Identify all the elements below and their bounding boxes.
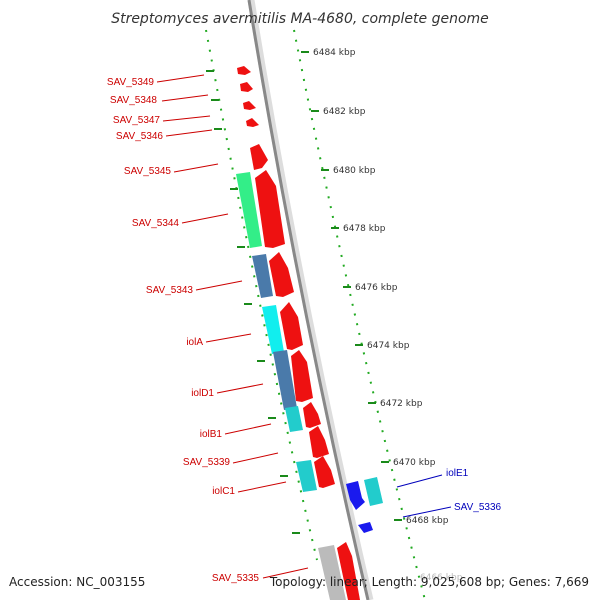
gene-label[interactable]: iolC1: [212, 486, 235, 497]
label-leaders-right: [396, 474, 452, 518]
tick-label: 6482 kbp: [323, 107, 366, 117]
gene-arrow-sav5339[interactable]: [309, 426, 329, 458]
gene-arrow-sav5343[interactable]: [269, 252, 294, 297]
gene-label[interactable]: SAV_5348: [110, 95, 158, 106]
gene-arrow-iola[interactable]: [280, 302, 303, 350]
gene-label[interactable]: SAV_5336: [454, 502, 502, 513]
gene-arrow-sav5336[interactable]: [358, 522, 373, 533]
gene-labels-right: iolE1 SAV_5336: [446, 468, 502, 513]
summary-text: Topology: linear; Length: 9,025,608 bp; …: [269, 575, 589, 589]
gene-arrow-iole1[interactable]: [346, 481, 365, 510]
gene-arrow-iold1[interactable]: [291, 350, 313, 402]
gene-block-iolc1[interactable]: [296, 460, 317, 492]
gene-label[interactable]: SAV_5344: [132, 218, 180, 229]
gene-block-iolb1[interactable]: [285, 406, 303, 432]
scale-tick-labels: 6484 kbp 6482 kbp 6480 kbp 6478 kbp 6476…: [313, 48, 463, 583]
gene-arrow-sav5347[interactable]: [243, 101, 256, 110]
tick-label: 6478 kbp: [343, 224, 386, 234]
gene-arrow-sav5346[interactable]: [246, 118, 259, 127]
gene-features-top: [237, 66, 268, 170]
page-title: Streptomyces avermitilis MA-4680, comple…: [111, 11, 489, 27]
tick-label: 6468 kbp: [406, 516, 449, 526]
gene-label[interactable]: SAV_5335: [212, 573, 260, 584]
gene-label[interactable]: SAV_5349: [107, 77, 155, 88]
gene-label[interactable]: SAV_5343: [146, 285, 194, 296]
gene-labels-left: SAV_5349 SAV_5348 SAV_5347 SAV_5346 SAV_…: [107, 77, 260, 584]
gene-block-gray[interactable]: [318, 545, 346, 600]
tick-label: 6474 kbp: [367, 341, 410, 351]
gene-label[interactable]: iolE1: [446, 468, 469, 479]
gene-label[interactable]: iolB1: [200, 429, 223, 440]
gene-block-green[interactable]: [236, 172, 262, 248]
gene-label[interactable]: SAV_5339: [183, 457, 231, 468]
gene-arrow-sav5345[interactable]: [250, 144, 268, 170]
gene-label[interactable]: iolD1: [191, 388, 214, 399]
gene-arrow-sav5335[interactable]: [337, 542, 360, 600]
tick-label: 6476 kbp: [355, 283, 398, 293]
gene-label[interactable]: iolA: [186, 337, 203, 348]
gene-label[interactable]: SAV_5345: [124, 166, 172, 177]
gene-block-steel[interactable]: [252, 254, 273, 298]
tick-label: 6480 kbp: [333, 166, 376, 176]
tick-label: 6470 kbp: [393, 458, 436, 468]
gene-block-iola[interactable]: [262, 305, 284, 354]
tick-label: 6484 kbp: [313, 48, 356, 58]
scale-ticks: [301, 51, 402, 521]
backbone-shadow: [247, 0, 374, 600]
accession-text: Accession: NC_003155: [9, 575, 145, 589]
gene-arrow-sav5348[interactable]: [240, 82, 253, 92]
label-leaders: [156, 74, 309, 579]
gene-arrow-iolc1[interactable]: [314, 456, 335, 488]
gene-arrow-sav5344[interactable]: [255, 170, 285, 248]
inner-major-ticks: [206, 70, 300, 534]
gene-block-iole1[interactable]: [364, 477, 383, 506]
tick-label: 6466 kbp: [420, 573, 463, 583]
gene-label[interactable]: SAV_5347: [113, 115, 161, 126]
gene-label[interactable]: SAV_5346: [116, 131, 164, 142]
gene-block-iold1[interactable]: [273, 350, 297, 410]
gene-arrow-sav5349[interactable]: [237, 66, 251, 75]
gene-arrow-iolb1[interactable]: [303, 402, 321, 428]
tick-label: 6472 kbp: [380, 399, 423, 409]
gene-blocks: [236, 170, 383, 600]
backbone: [247, 0, 370, 600]
